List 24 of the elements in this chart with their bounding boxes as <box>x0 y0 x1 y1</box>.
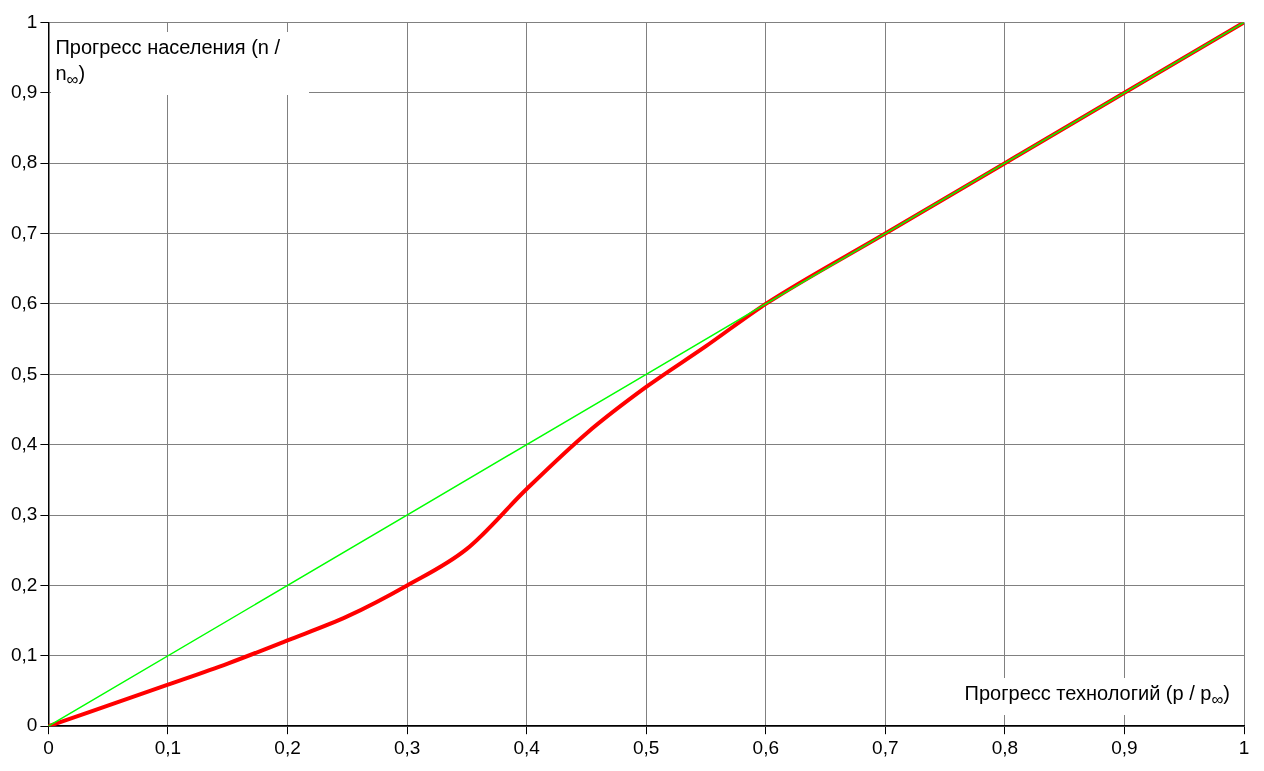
x-tick-label: 1 <box>1238 736 1250 758</box>
y-tick-label: 0,4 <box>10 432 38 454</box>
y-tick-label: 0,2 <box>10 573 38 595</box>
x-tick-label: 0,6 <box>752 736 779 758</box>
x-tick-label: 0,1 <box>154 736 182 758</box>
x-tick-label: 0,7 <box>872 736 899 758</box>
y-tick-label: 0,3 <box>10 503 38 525</box>
y-tick-label: 0,8 <box>10 151 38 173</box>
x-tick-label: 0,5 <box>633 736 660 758</box>
y-tick-label: 0,7 <box>10 221 38 243</box>
y-tick-label: 0,6 <box>10 292 38 314</box>
y-tick-label: 0,9 <box>10 81 38 103</box>
x-tick-label: 0,2 <box>274 736 301 758</box>
y-tick-label: 0,1 <box>10 644 38 666</box>
x-tick-label: 0,3 <box>393 736 421 758</box>
x-tick-label: 0,4 <box>513 736 541 758</box>
x-axis-title: Прогресс технологий (p / p$_{∞}$) <box>960 678 1234 716</box>
x-tick-label: 0,8 <box>991 736 1019 758</box>
x-tick-label: 0 <box>43 736 54 758</box>
x-tick-label: 0,9 <box>1111 736 1138 758</box>
y-axis-title: Прогресс населения (n / n$_{∞}$) <box>51 32 310 96</box>
y-tick-label: 1 <box>26 10 38 32</box>
y-tick-label: 0 <box>26 714 38 736</box>
y-tick-label: 0,5 <box>10 362 38 384</box>
